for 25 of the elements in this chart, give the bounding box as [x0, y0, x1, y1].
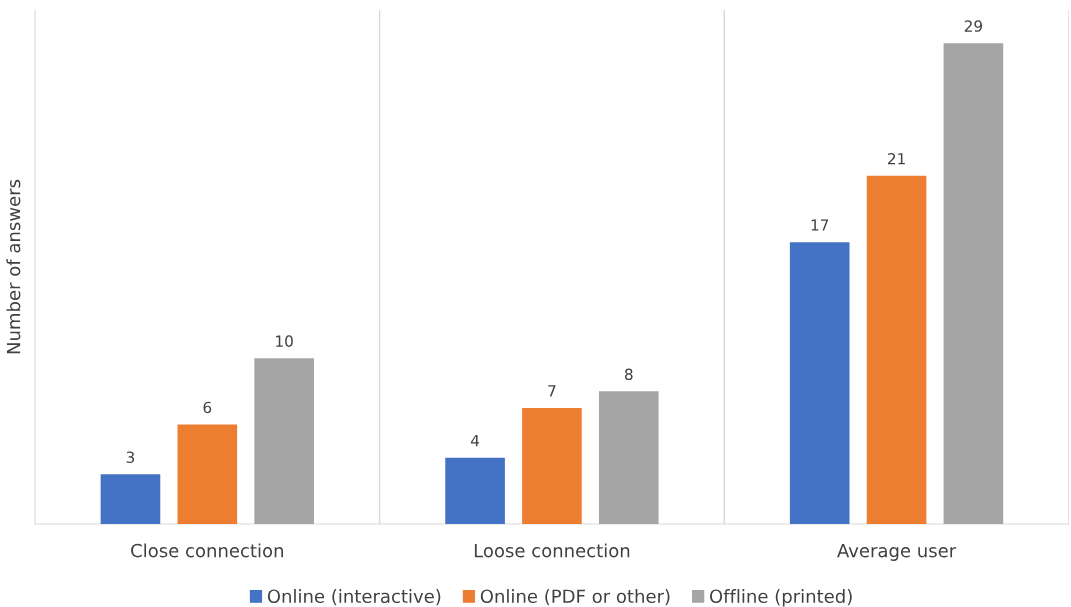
y-axis-title: Number of answers — [6, 179, 21, 354]
bar — [100, 474, 161, 524]
bar — [789, 242, 850, 524]
x-tick-label: Average user — [837, 544, 957, 561]
legend-label: Offline (printed) — [709, 589, 852, 607]
data-label: 10 — [276, 335, 293, 347]
data-label: 7 — [548, 385, 556, 397]
data-label: 3 — [126, 451, 135, 463]
legend-label: Online (PDF or other) — [480, 589, 670, 606]
data-label: 29 — [964, 20, 983, 32]
bar — [445, 457, 505, 524]
bar — [522, 407, 582, 524]
bar — [943, 43, 1004, 524]
legend-label: Online (interactive) — [267, 589, 441, 606]
data-label: 21 — [887, 152, 905, 165]
bar — [177, 424, 238, 524]
bar — [254, 358, 314, 524]
data-label: 17 — [811, 219, 829, 231]
bar — [598, 391, 659, 524]
data-label: 4 — [470, 435, 480, 447]
x-tick-label: Close connection — [131, 543, 283, 558]
data-label: 8 — [624, 368, 633, 381]
data-label: 6 — [203, 401, 212, 414]
x-tick-label: Loose connection — [474, 543, 630, 558]
bar — [866, 175, 927, 524]
